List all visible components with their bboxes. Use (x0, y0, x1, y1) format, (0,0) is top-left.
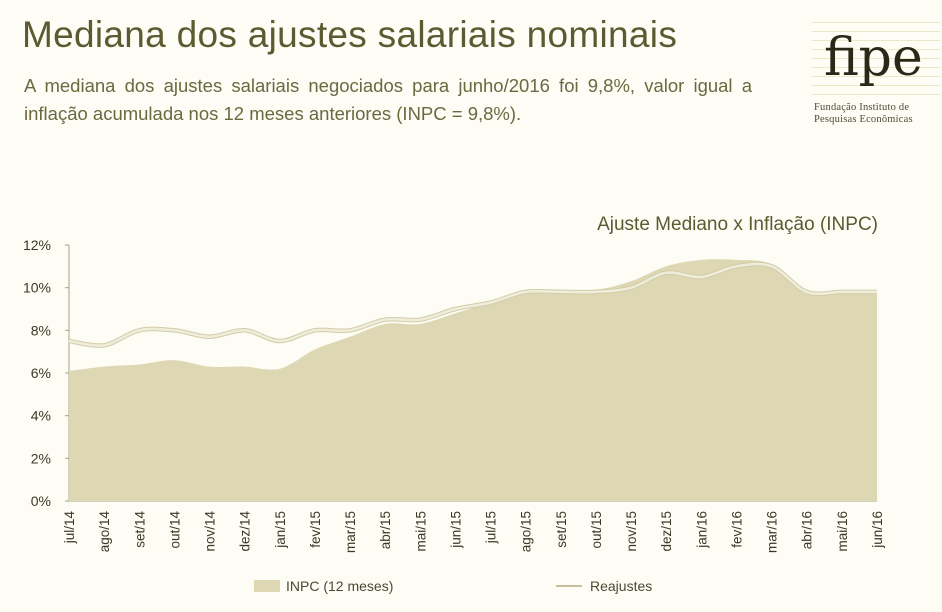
series-inpc-area (69, 259, 877, 501)
page-title: Mediana dos ajustes salariais nominais (22, 14, 678, 55)
chart: 0% 2% 4% 6% 8% 10% 12% jul/14 ago/14 set/14 out/14… (23, 237, 885, 553)
x-tick-label: jan/16 (694, 511, 709, 549)
x-tick-label: jun/15 (448, 511, 463, 549)
x-tick-label: abr/16 (800, 511, 815, 549)
logo-wordmark: fipe (824, 28, 923, 88)
y-tick-label: 10% (23, 280, 51, 296)
y-tick-label: 0% (31, 493, 51, 509)
x-tick-label: jan/15 (273, 511, 288, 549)
x-tick-label: fev/15 (308, 511, 323, 548)
x-tick-label: dez/14 (238, 511, 253, 552)
page-subtitle: A mediana dos ajustes salariais negociad… (24, 75, 752, 124)
x-tick-label: set/14 (132, 511, 147, 548)
legend-swatch-inpc (254, 580, 280, 592)
y-tick-label: 2% (31, 450, 51, 466)
logo-caption-line2: Pesquisas Econômicas (814, 114, 913, 125)
x-tick-label: out/15 (589, 511, 604, 549)
y-tick-label: 12% (23, 237, 51, 253)
logo-caption: Fundação Instituto de Pesquisas Econômic… (814, 102, 913, 126)
legend-item-inpc: INPC (12 meses) (254, 578, 393, 594)
y-tick-label: 8% (31, 322, 51, 338)
x-tick-label: fev/16 (729, 511, 744, 548)
x-tick-label: mai/15 (413, 511, 428, 552)
x-tick-label: mar/15 (343, 511, 358, 553)
x-tick-label: mar/16 (765, 511, 780, 553)
legend-item-reajustes: Reajustes (556, 578, 652, 594)
series-reajustes-line (68, 262, 877, 347)
x-tick-label: set/15 (554, 511, 569, 548)
y-tick-label: 4% (31, 408, 51, 424)
logo-caption-line1: Fundação Instituto de (814, 102, 910, 113)
x-tick-label: mai/16 (835, 511, 850, 552)
logo-lines (812, 22, 940, 102)
x-tick-label: jul/15 (484, 511, 499, 544)
x-tick-label: abr/15 (378, 511, 393, 549)
x-tick-label: jul/14 (62, 511, 77, 545)
legend-swatch-reajustes (556, 585, 582, 587)
x-tick-label: jun/16 (870, 511, 885, 549)
legend-label-reajustes: Reajustes (590, 578, 653, 594)
x-tick-label: ago/14 (97, 511, 112, 553)
x-tick-label: nov/14 (203, 511, 218, 552)
chart-title: Ajuste Mediano x Inflação (INPC) (597, 214, 878, 235)
x-tick-label: ago/15 (519, 511, 534, 552)
x-tick-label: dez/15 (659, 511, 674, 552)
fipe-logo: fipe Fundação Instituto de Pesquisas Eco… (812, 14, 940, 132)
x-tick-label: out/14 (167, 511, 182, 549)
chart-legend: INPC (12 meses) Reajustes (0, 578, 942, 602)
y-tick-label: 6% (31, 365, 51, 381)
x-tick-label: nov/15 (624, 511, 639, 552)
legend-label-inpc: INPC (12 meses) (286, 578, 394, 594)
